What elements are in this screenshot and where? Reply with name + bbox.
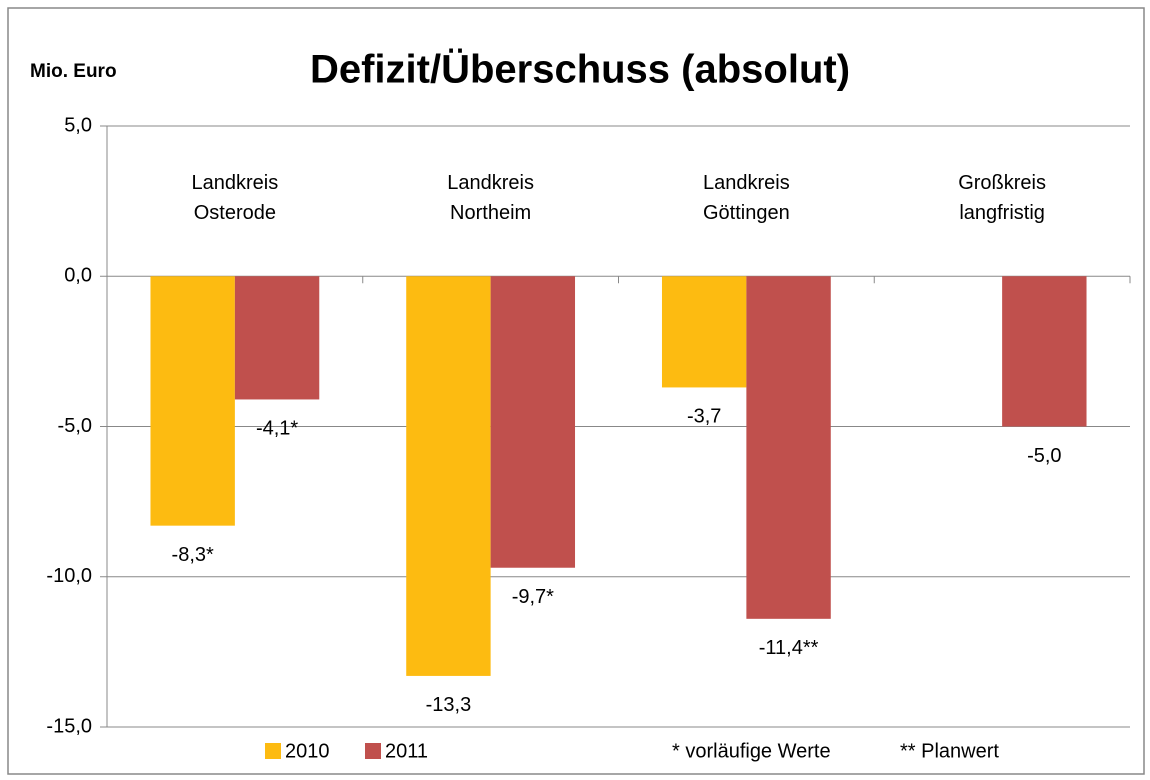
category-label: Großkreis langfristig xyxy=(958,172,1047,224)
bar xyxy=(406,276,491,676)
value-label: -8,3* xyxy=(172,544,214,566)
legend-label: 2010 xyxy=(285,740,330,762)
value-label: -3,7 xyxy=(687,406,721,428)
bar xyxy=(661,276,747,388)
footnote: * vorläufige Werte xyxy=(672,740,831,762)
y-tick-label: -15,0 xyxy=(46,715,92,737)
bar xyxy=(746,276,831,619)
bar xyxy=(150,276,235,526)
bar xyxy=(490,276,576,568)
value-label: -11,4** xyxy=(759,637,819,659)
y-tick-label: 0,0 xyxy=(64,265,92,287)
value-label: -5,0 xyxy=(1027,445,1061,467)
y-tick-label: 5,0 xyxy=(64,114,92,136)
bar xyxy=(234,276,320,400)
chart-border xyxy=(7,7,1145,775)
footnote: ** Planwert xyxy=(900,740,999,762)
y-tick-label: -5,0 xyxy=(58,415,92,437)
category-label: Landkreis Osterode xyxy=(191,172,279,224)
legend-swatch xyxy=(265,743,281,759)
bar xyxy=(1002,276,1087,427)
category-label: Landkreis Northeim xyxy=(447,172,534,224)
legend-swatch xyxy=(365,743,381,759)
value-label: -4,1* xyxy=(256,418,298,440)
legend-label: 2011 xyxy=(385,740,428,762)
y-tick-label: -10,0 xyxy=(46,565,92,587)
value-label: -13,3 xyxy=(426,694,472,716)
chart-title: Defizit/Überschuss (absolut) xyxy=(310,47,850,92)
value-label: -9,7* xyxy=(512,586,554,608)
category-label: Landkreis Göttingen xyxy=(703,172,790,224)
y-axis-label: Mio. Euro xyxy=(30,61,117,82)
